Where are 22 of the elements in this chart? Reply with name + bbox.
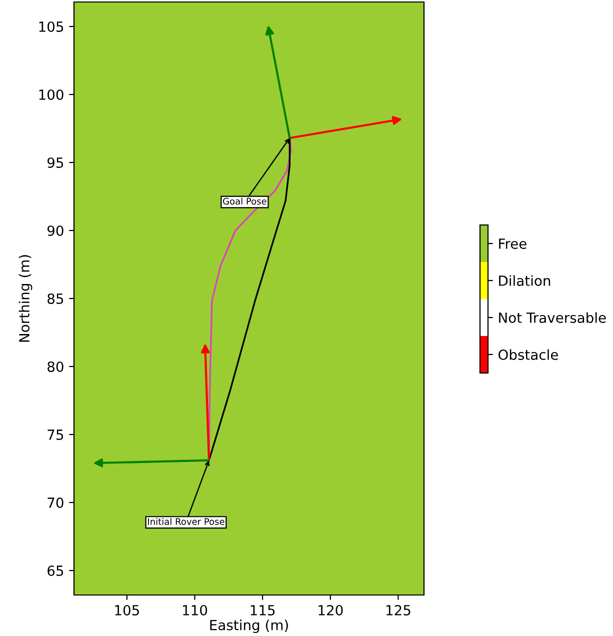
annotation: Initial Rover Pose [148, 518, 224, 525]
y-tick-label: 75 [48, 430, 64, 440]
y-tick-label: 100 [39, 89, 64, 100]
y-tick-label: 80 [48, 361, 64, 372]
category-label: Obstacle [498, 349, 558, 360]
x-tick-label: 115 [250, 605, 275, 616]
x-tick-label: 105 [115, 604, 139, 616]
y-tick-label: 105 [39, 21, 64, 32]
y-tick-label: 95 [47, 157, 64, 168]
x-tick-label: 110 [183, 604, 208, 616]
x-tick-label: 125 [386, 604, 410, 616]
x-tick-label: 120 [318, 604, 343, 616]
category-label: Not Traversable [499, 312, 606, 323]
y-tick-label: 70 [48, 497, 64, 508]
annotation: Goal Pose [223, 198, 266, 205]
y-tick-label: 65 [48, 565, 64, 576]
category-label: Free [499, 238, 526, 249]
y-tick-label: 85 [48, 293, 64, 304]
y-tick-label: 90 [47, 225, 64, 236]
category-label: Dilation [499, 275, 550, 286]
y-axis-title: Northing (m) [18, 255, 32, 342]
x-axis-title: Easting (m) [210, 620, 288, 633]
